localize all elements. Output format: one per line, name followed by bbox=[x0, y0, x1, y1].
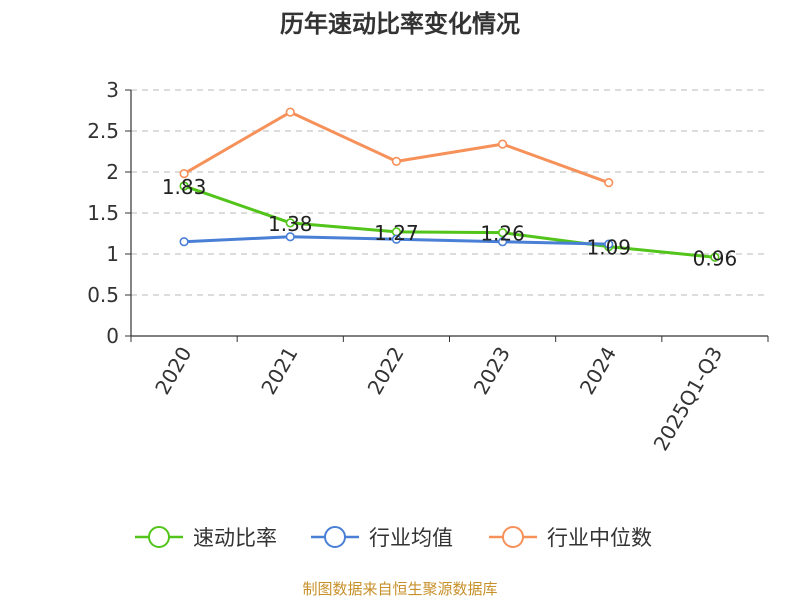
legend-item[interactable]: 行业中位数 bbox=[489, 526, 652, 550]
y-tick-label: 1.5 bbox=[87, 201, 119, 225]
legend-label: 速动比率 bbox=[193, 526, 277, 550]
y-tick-label: 1 bbox=[106, 242, 119, 266]
data-point bbox=[710, 252, 720, 262]
data-labels: 1.83 1.38 1.27 1.26 1.09 0.96 bbox=[162, 175, 737, 270]
chart-title: 历年速动比率变化情况 bbox=[280, 10, 520, 38]
x-tick-label: 2021 bbox=[256, 343, 302, 399]
data-label: 0.96 bbox=[693, 246, 738, 270]
series-1 bbox=[179, 232, 614, 249]
legend-marker-icon bbox=[324, 526, 346, 548]
legend-item[interactable]: 行业均值 bbox=[311, 526, 453, 550]
series bbox=[179, 107, 720, 262]
y-tick-label: 0 bbox=[106, 324, 119, 348]
legend-label: 行业中位数 bbox=[547, 526, 652, 550]
legend-label: 行业均值 bbox=[369, 526, 453, 550]
data-label: 1.83 bbox=[162, 175, 207, 199]
data-point bbox=[285, 107, 295, 117]
data-point bbox=[604, 239, 614, 249]
data-point bbox=[179, 181, 189, 191]
x-tick-label: 2020 bbox=[150, 343, 196, 399]
legend: 速动比率 行业均值 行业中位数 bbox=[135, 526, 652, 550]
legend-marker-icon bbox=[502, 526, 524, 548]
axes: 0 0.5 1 1.5 2 2.5 3 2020 2021 2022 2023 2024 2025Q1-… bbox=[87, 78, 769, 455]
data-point bbox=[391, 234, 402, 244]
data-point bbox=[497, 237, 508, 247]
series-0 bbox=[179, 181, 720, 262]
grid bbox=[131, 89, 768, 296]
data-point bbox=[497, 139, 508, 149]
y-tick-label: 2.5 bbox=[87, 119, 119, 143]
source-note: 制图数据来自恒生聚源数据库 bbox=[302, 580, 497, 598]
legend-marker-icon bbox=[148, 526, 170, 548]
data-point bbox=[179, 237, 189, 247]
data-label: 1.26 bbox=[480, 222, 525, 246]
data-point bbox=[497, 228, 508, 238]
data-label: 1.38 bbox=[268, 212, 313, 236]
data-point bbox=[604, 178, 614, 188]
y-tick-label: 2 bbox=[106, 160, 119, 184]
y-tick-label: 3 bbox=[106, 78, 119, 102]
series-2 bbox=[179, 107, 614, 188]
x-tick-label: 2025Q1-Q3 bbox=[649, 343, 728, 455]
y-tick-label: 0.5 bbox=[87, 283, 119, 307]
data-point bbox=[391, 156, 402, 166]
data-point bbox=[285, 232, 295, 242]
x-tick-label: 2024 bbox=[575, 343, 621, 399]
x-tick-label: 2023 bbox=[469, 343, 515, 399]
data-point bbox=[179, 169, 189, 179]
series-line bbox=[183, 184, 716, 259]
x-tick-label: 2022 bbox=[363, 343, 409, 399]
legend-item[interactable]: 速动比率 bbox=[135, 526, 277, 550]
data-label: 1.09 bbox=[586, 236, 631, 260]
data-label: 1.27 bbox=[374, 221, 419, 245]
data-point bbox=[285, 218, 295, 228]
